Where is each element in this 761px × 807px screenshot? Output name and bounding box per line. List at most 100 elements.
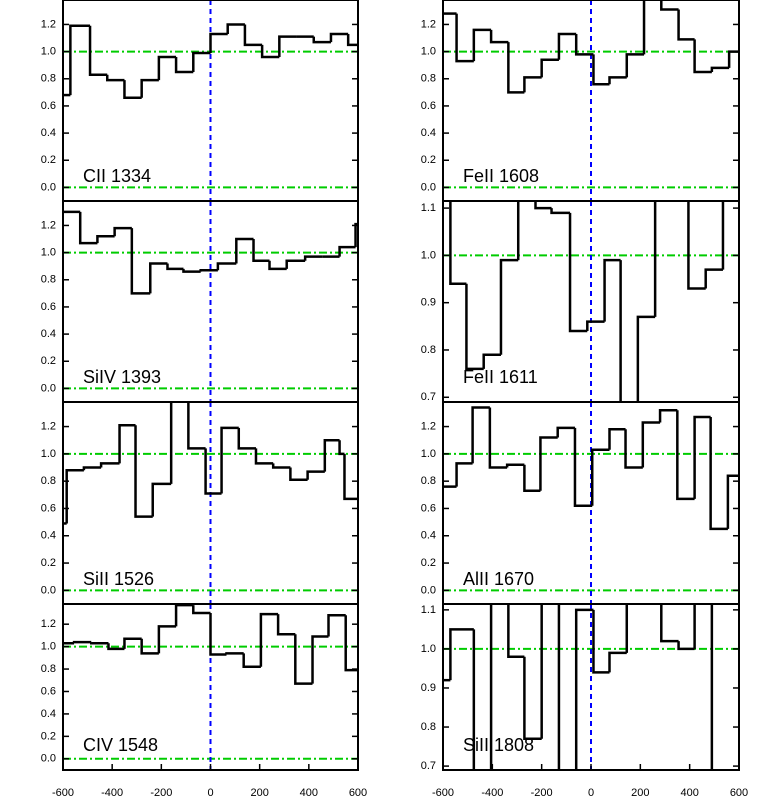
spectrum-bin	[693, 39, 712, 74]
y-tick-label: 0.7	[421, 760, 436, 772]
spectrum-bin	[586, 320, 605, 332]
panel: 0.0 0.2 0.4 0.6 0.8 1.0 1.2 CII 1334	[41, 0, 359, 202]
x-tick-label: 400	[300, 787, 318, 799]
y-tick-label: 1.2	[41, 618, 56, 630]
spectrum-bin	[592, 54, 610, 86]
spectrum-bin	[507, 42, 525, 94]
spectrum-bin	[166, 263, 184, 271]
spectrum-bin	[140, 638, 159, 655]
panel: 0.0 0.2 0.4 0.6 0.8 1.0 1.2 SiII 1526	[41, 401, 359, 605]
y-tick-label: 0.6	[41, 301, 56, 313]
spectrum-bin	[306, 470, 325, 480]
spectrum-bin	[539, 436, 558, 491]
spectrum-bin	[276, 614, 296, 636]
panel: 0.0 0.2 0.4 0.6 0.8 1.0 1.2 AlII 1670	[421, 401, 740, 605]
spectrum-bin	[625, 53, 645, 78]
y-tick-label: 0.4	[41, 530, 56, 542]
spectrum-bin	[726, 474, 739, 529]
spectrum-bin	[507, 604, 525, 658]
spectrum-bin	[187, 402, 206, 450]
spectrum-bin	[346, 33, 358, 47]
y-tick-label: 1.2	[41, 219, 56, 231]
spectrum-bin	[455, 462, 473, 487]
spectrum-bin	[252, 239, 270, 263]
y-tick-label: 0.8	[421, 721, 436, 733]
spectrum-bin	[608, 651, 627, 673]
y-tick-label: 0.4	[41, 328, 56, 340]
spectrum-bin	[523, 76, 542, 93]
plot-area	[63, 201, 358, 402]
spectrum-bin	[653, 201, 657, 317]
spectrum-bin	[65, 468, 84, 524]
line-label: CII 1334	[83, 166, 151, 186]
x-tick-label: -200	[531, 787, 553, 799]
y-tick-label: 1.0	[41, 46, 56, 58]
spectrum-bin	[323, 438, 340, 472]
spectrum-bin	[608, 428, 626, 450]
spectrum-bin	[329, 32, 349, 43]
spectrum-bin	[693, 415, 711, 499]
y-tick-label: 0.8	[41, 663, 56, 675]
spectrum-bin	[344, 615, 358, 672]
y-tick-label: 1.0	[41, 247, 56, 259]
plot-area	[443, 402, 739, 604]
spectrum-bin	[204, 448, 222, 495]
panel: 0.0 0.2 0.4 0.6 0.8 1.0 1.2 SiIV 1393	[41, 200, 359, 403]
y-tick-label: 0.6	[41, 502, 56, 514]
spectrum-bin	[130, 228, 151, 295]
spectrum-bin	[465, 283, 484, 371]
spectrum-bin	[516, 201, 520, 261]
y-tick-label: 1.2	[41, 420, 56, 432]
y-tick-label: 0.8	[421, 73, 436, 85]
y-tick-label: 0.8	[41, 475, 56, 487]
spectrum-bin	[96, 235, 115, 244]
y-tick-label: 0.4	[41, 708, 56, 720]
spectrum-bin	[338, 440, 345, 456]
y-tick-label: 1.2	[421, 420, 436, 432]
spectrum-bin	[687, 201, 706, 290]
y-tick-label: 0.0	[421, 584, 436, 596]
spectrum-bin	[489, 29, 509, 44]
y-tick-label: 0.4	[421, 127, 436, 139]
y-tick-label: 1.0	[421, 448, 436, 460]
x-tick-label: 400	[680, 787, 698, 799]
spectrum-bin	[721, 201, 725, 270]
spectrum-bin	[82, 466, 102, 471]
spectrum-bin	[676, 410, 695, 501]
spectrum-bin	[693, 604, 696, 649]
spectrum-bin	[294, 634, 313, 685]
spectrum-bin	[311, 635, 329, 684]
spectrum-bin	[574, 608, 594, 770]
y-tick-label: 0.8	[41, 73, 56, 85]
spectrum-bin	[642, 0, 646, 55]
y-tick-label: 0.6	[421, 100, 436, 112]
line-label: SiII 1526	[83, 569, 154, 589]
spectrum-bin	[488, 407, 508, 469]
spectrum-bin	[557, 32, 577, 60]
spectrum-bin	[285, 259, 306, 269]
spectrum-bin	[174, 604, 194, 627]
spectrum-bin	[278, 35, 297, 58]
spectrum-bin	[88, 25, 108, 76]
spectrum-bin	[260, 44, 280, 59]
spectrum-bin	[303, 255, 323, 261]
spectrum-bin	[338, 245, 356, 257]
y-tick-label: 1.0	[41, 448, 56, 460]
x-tick-label: 200	[631, 787, 649, 799]
spectrum-bin	[540, 604, 543, 739]
y-tick-label: 1.1	[421, 202, 436, 214]
spectrum-bin	[118, 423, 136, 464]
spectrum-bin	[489, 604, 493, 770]
panel: 0.7 0.8 0.9 1.0 1.1 -600 -400 -200 0 200 400 600 SiI…	[421, 603, 748, 799]
x-tick-label: -400	[481, 787, 503, 799]
plot-area	[63, 402, 358, 604]
spectrum-bin	[592, 609, 610, 674]
x-tick-label: -200	[150, 787, 172, 799]
y-tick-label: 0.6	[41, 685, 56, 697]
spectrum-bin	[69, 24, 91, 96]
line-label: CIV 1548	[83, 735, 158, 755]
spectrum-bin	[709, 417, 728, 531]
y-tick-label: 1.2	[41, 18, 56, 30]
spectrum-bin	[590, 448, 610, 506]
spectrum-bin	[608, 76, 627, 85]
